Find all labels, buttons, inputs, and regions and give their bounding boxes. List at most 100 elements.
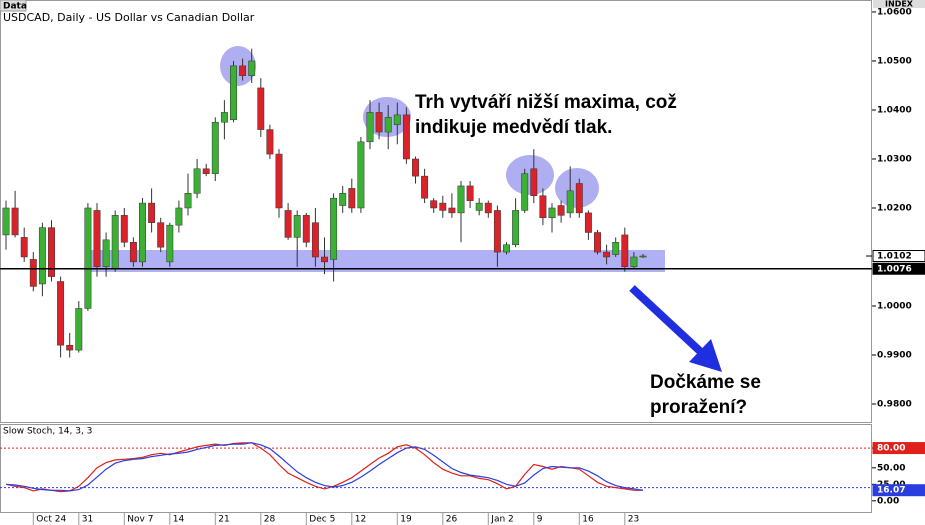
x-tick-label: Jan 2 [490,515,513,525]
candle-body [584,212,592,233]
x-tick-label: Dec 5 [309,515,335,525]
annotation: Trh vytváří nižší maxima, což [415,92,677,113]
candle-body [257,87,265,130]
axis-label: 80.00 [877,444,905,454]
axis-label: 1.0102 [877,252,912,262]
tag-box [0,0,27,12]
candle-body [521,173,529,211]
x-tick-label: 28 [264,515,276,525]
candle-body [139,202,146,263]
candle-body [402,114,410,160]
candle-body [357,141,365,209]
peak-highlight [506,155,554,195]
candle-body [557,205,565,216]
candle-body [166,224,174,263]
y-tick-label: 1.0300 [877,154,912,164]
candle-body [457,185,465,214]
candle-body [293,215,301,238]
candle-body [84,207,92,309]
y-tick-label: 0.00 [877,496,899,506]
annotation: proražení? [650,397,747,418]
candle-body [248,60,256,76]
candle-body [475,202,483,211]
candle-body [57,281,65,346]
x-tick-label: 31 [82,515,93,525]
candle-body [66,344,74,351]
candle-body [266,129,274,155]
price-pane [0,0,872,423]
candle-body [493,210,501,253]
support-band [88,250,665,272]
y-tick-label: 0.9800 [877,400,912,410]
candle-body [348,188,356,209]
candle-body [93,210,101,268]
candle-body [129,242,137,263]
stoch-line [5,442,643,493]
annotation: Dočkáme se [650,372,761,393]
y-tick-label: 1.0200 [877,203,912,213]
candle-body [448,207,456,214]
candle-body [230,65,237,121]
peak-highlight [363,97,411,137]
candle-body [193,168,201,194]
candle-body [421,175,429,199]
candle-body [29,259,37,287]
candle-body [366,112,374,143]
x-tick-label: 26 [446,515,458,525]
candle-body [393,114,401,125]
candle-body [184,193,192,209]
x-tick-label: 14 [173,515,185,525]
axis-label-box [872,442,925,455]
candle-body [512,210,520,245]
candle-body [575,183,583,214]
candle-body [120,215,128,243]
x-tick-label: Nov 7 [127,515,153,525]
candle-body [621,234,629,268]
candle-body [412,158,419,177]
candle-body [612,242,620,255]
candle-body [430,200,438,209]
candle-body [220,112,228,123]
candle-body [484,202,492,214]
y-tick-label: 50.00 [877,463,905,473]
chart-title: USDCAD, Daily - US Dollar vs Canadian Do… [3,11,255,24]
candle-body [566,190,574,214]
candle-body [539,195,547,219]
candle-body [375,112,383,133]
candle-body [239,65,247,76]
candle-body [548,207,556,219]
candle-body [102,239,110,268]
candle-body [530,168,538,196]
scale-tag-box [873,0,925,8]
candle-body [321,256,328,263]
x-tick-label: 16 [582,515,594,525]
candle-body [630,256,638,268]
candle-body [38,227,46,285]
x-tick-label: Oct 24 [36,515,66,525]
tag: Data [3,2,27,12]
candle-body [339,193,347,206]
y-tick-label: 1.0000 [877,302,912,312]
candle-body [603,251,611,258]
candle-body [211,121,219,174]
x-tick-label: 23 [628,515,639,525]
x-tick-label: 21 [218,515,229,525]
x-tick-label: 12 [355,515,366,525]
y-tick-label: 1.0500 [877,56,912,66]
candle-body [202,168,210,174]
y-tick-label: 1.0600 [877,7,912,17]
candle-body [20,237,28,258]
axis-label: 1.0076 [877,264,912,274]
x-tick-label: 9 [537,515,543,525]
arrow-head [689,339,722,372]
stoch-title: Slow Stoch, 14, 3, 3 [3,427,92,437]
candle-body [439,202,447,211]
candle-body [503,244,510,253]
candle-body [284,210,292,238]
arrow-shaft [629,285,705,356]
candle-body [11,207,19,236]
candle-body [157,222,165,248]
candle-body [330,197,338,260]
axis-label-box [872,262,925,275]
